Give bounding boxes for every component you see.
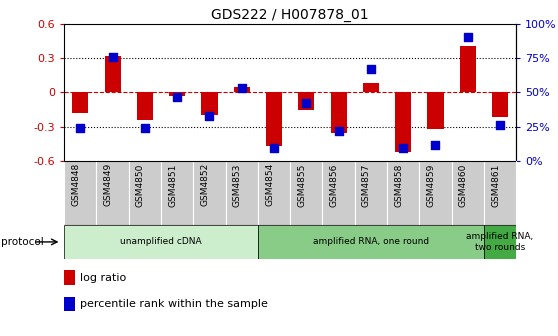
Bar	[234, 87, 250, 92]
Bar	[330, 92, 347, 133]
Bar	[258, 161, 290, 225]
Point	[76, 126, 85, 131]
Bar	[460, 46, 476, 92]
Text: protocol: protocol	[1, 237, 44, 247]
Text: GDS222 / H007878_01: GDS222 / H007878_01	[211, 8, 369, 23]
Text: GSM4857: GSM4857	[362, 163, 371, 207]
Bar	[363, 83, 379, 92]
Bar	[169, 92, 185, 96]
Bar	[387, 161, 419, 225]
Bar	[72, 92, 88, 113]
Text: percentile rank within the sample: percentile rank within the sample	[80, 299, 268, 309]
Bar	[419, 161, 451, 225]
Bar	[355, 161, 387, 225]
Bar	[225, 161, 258, 225]
Bar	[64, 270, 75, 285]
Point	[463, 35, 472, 40]
Bar	[64, 297, 75, 311]
Bar	[201, 92, 218, 115]
Point	[270, 145, 278, 150]
Point	[141, 126, 150, 131]
Point	[108, 54, 117, 59]
Bar	[266, 92, 282, 146]
Bar	[484, 161, 516, 225]
Bar	[104, 56, 121, 92]
Text: GSM4850: GSM4850	[136, 163, 145, 207]
Point	[334, 128, 343, 134]
Text: GSM4852: GSM4852	[200, 163, 209, 206]
Text: GSM4855: GSM4855	[297, 163, 306, 207]
Text: GSM4853: GSM4853	[233, 163, 242, 207]
Bar	[323, 161, 355, 225]
Bar	[161, 161, 193, 225]
Point	[237, 86, 246, 91]
Text: GSM4859: GSM4859	[426, 163, 435, 207]
Bar	[129, 161, 161, 225]
Text: GSM4860: GSM4860	[459, 163, 468, 207]
Text: GSM4861: GSM4861	[491, 163, 500, 207]
Bar	[97, 161, 129, 225]
Bar	[427, 92, 444, 129]
Text: GSM4856: GSM4856	[330, 163, 339, 207]
Text: GSM4858: GSM4858	[394, 163, 403, 207]
Text: amplified RNA, one round: amplified RNA, one round	[313, 238, 429, 246]
Bar	[64, 161, 97, 225]
Text: GSM4849: GSM4849	[104, 163, 113, 206]
Point	[205, 113, 214, 119]
Text: GSM4851: GSM4851	[168, 163, 177, 207]
Bar	[451, 161, 484, 225]
Bar	[290, 161, 323, 225]
Text: unamplified cDNA: unamplified cDNA	[120, 238, 202, 246]
Bar	[193, 161, 225, 225]
Bar	[492, 92, 508, 117]
Point	[367, 66, 376, 72]
Bar	[484, 225, 516, 259]
Text: GSM4848: GSM4848	[71, 163, 80, 206]
Point	[398, 145, 407, 150]
Point	[302, 101, 311, 106]
Bar	[258, 225, 484, 259]
Point	[172, 94, 181, 99]
Text: GSM4854: GSM4854	[265, 163, 274, 206]
Text: amplified RNA,
two rounds: amplified RNA, two rounds	[466, 232, 533, 252]
Bar	[298, 92, 314, 110]
Bar	[137, 92, 153, 120]
Point	[431, 142, 440, 148]
Point	[496, 123, 504, 128]
Text: log ratio: log ratio	[80, 272, 127, 283]
Bar	[64, 225, 258, 259]
Bar	[395, 92, 411, 152]
